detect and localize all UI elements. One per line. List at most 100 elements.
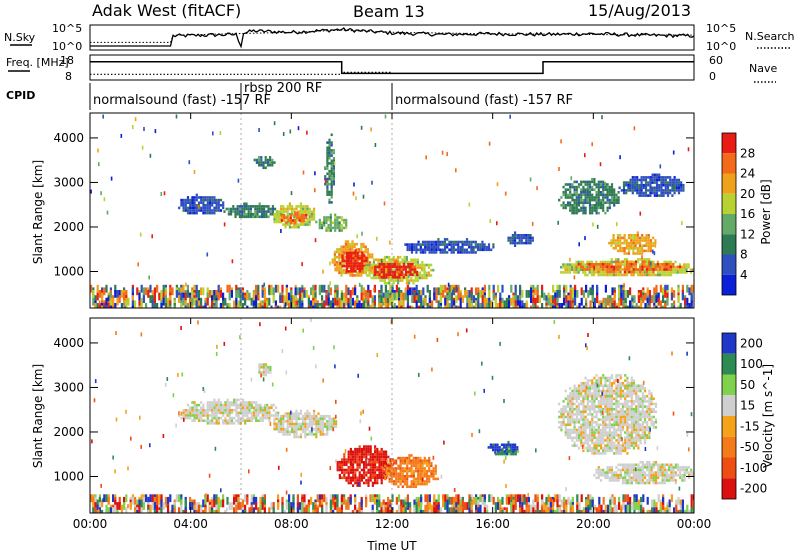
heatmap-cell (217, 204, 220, 207)
heatmap-cell (249, 212, 252, 216)
heatmap-cell (226, 398, 229, 402)
heatmap-cell (610, 265, 613, 269)
heatmap-cell (399, 464, 402, 468)
heatmap-cell (633, 295, 636, 303)
heatmap-cell (308, 210, 311, 213)
heatmap-cell (302, 414, 305, 418)
heatmap-cell (593, 428, 596, 432)
heatmap-cell (347, 453, 350, 456)
heatmap-cell (588, 444, 592, 447)
heatmap-cell (577, 387, 581, 390)
heatmap-cell (606, 206, 609, 210)
heatmap-cell (481, 245, 484, 249)
heatmap-cell (520, 239, 523, 242)
heatmap-cell (354, 287, 357, 296)
heatmap-cell (610, 436, 614, 440)
heatmap-cell (573, 426, 576, 429)
heatmap-cell (446, 295, 449, 303)
heatmap-cell (582, 426, 585, 429)
heatmap-cell (400, 265, 403, 269)
heatmap-cell (288, 202, 291, 206)
heatmap-cell (389, 273, 392, 276)
nsearch-tick-bottom: 10^0 (706, 40, 736, 53)
heatmap-cell (184, 204, 187, 207)
heatmap-cell (293, 417, 296, 421)
heatmap-cell (516, 295, 519, 303)
heatmap-cell (599, 185, 603, 189)
heatmap-cell (638, 236, 642, 240)
heatmap-cell (597, 405, 600, 408)
heatmap-cell (343, 460, 346, 464)
heatmap-cell (459, 251, 462, 254)
heatmap-cell (248, 416, 251, 420)
heatmap-cell (531, 221, 534, 226)
heatmap-cell (630, 273, 633, 277)
heatmap-cell (263, 215, 266, 219)
heatmap-cell (224, 419, 227, 422)
heatmap-cell (319, 430, 322, 434)
nsky-panel: N.Sky 10^5 10^0 10^5 10^0 N.Search (4, 22, 795, 53)
heatmap-cell (266, 414, 269, 417)
heatmap-cell (256, 210, 259, 213)
heatmap-cell (666, 284, 669, 293)
heatmap-cell (382, 463, 385, 467)
heatmap-cell (230, 290, 233, 298)
heatmap-cell (213, 290, 216, 298)
heatmap-cell (332, 167, 335, 170)
heatmap-cell (369, 479, 372, 482)
heatmap-cell (383, 258, 386, 262)
heatmap-cell (351, 248, 354, 251)
heatmap-cell (409, 273, 412, 276)
heatmap-cell (562, 407, 565, 411)
heatmap-cell (299, 300, 302, 308)
heatmap-cell (564, 433, 567, 437)
heatmap-cell (375, 258, 378, 262)
heatmap-cell (112, 297, 115, 306)
heatmap-cell (441, 248, 444, 252)
heatmap-cell (501, 297, 504, 306)
heatmap-cell (248, 419, 251, 422)
heatmap-cell (290, 191, 293, 196)
heatmap-cell (340, 216, 343, 219)
heatmap-cell (288, 207, 291, 211)
heatmap-cell (599, 407, 603, 411)
heatmap-cell (613, 423, 616, 427)
heatmap-cell (228, 303, 231, 308)
heatmap-cell (454, 248, 458, 252)
heatmap-cell (459, 305, 462, 308)
heatmap-cell (297, 422, 300, 426)
heatmap-cell (332, 177, 335, 181)
heatmap-cell (580, 441, 583, 445)
colorbar-segment (722, 173, 736, 194)
heatmap-cell (430, 462, 433, 465)
heatmap-cell (191, 211, 194, 215)
heatmap-cell (381, 258, 384, 262)
heatmap-cell (222, 292, 225, 301)
heatmap-cell (354, 455, 357, 459)
heatmap-cell (584, 180, 587, 184)
heatmap-cell (241, 292, 244, 301)
heatmap-cell (571, 305, 574, 308)
heatmap-cell (510, 450, 513, 453)
heatmap-cell (575, 196, 578, 199)
heatmap-cell (382, 455, 385, 459)
heatmap-cell (575, 268, 578, 272)
heatmap-cell (300, 214, 303, 217)
heatmap-cell (597, 206, 600, 210)
heatmap-cell (317, 417, 320, 421)
heatmap-cell (577, 196, 581, 199)
heatmap-cell (613, 204, 616, 207)
heatmap-cell (606, 413, 609, 416)
heatmap-cell (258, 161, 261, 164)
heatmap-cell (284, 412, 287, 415)
heatmap-cell (343, 305, 346, 308)
heatmap-cell (501, 284, 504, 293)
heatmap-cell (421, 240, 425, 244)
heatmap-cell (569, 402, 572, 406)
heatmap-cell (604, 394, 607, 398)
heatmap-cell (347, 240, 350, 243)
heatmap-cell (120, 303, 123, 308)
heatmap-cell (366, 248, 369, 251)
heatmap-cell (617, 394, 620, 398)
heatmap-cell (534, 305, 537, 308)
